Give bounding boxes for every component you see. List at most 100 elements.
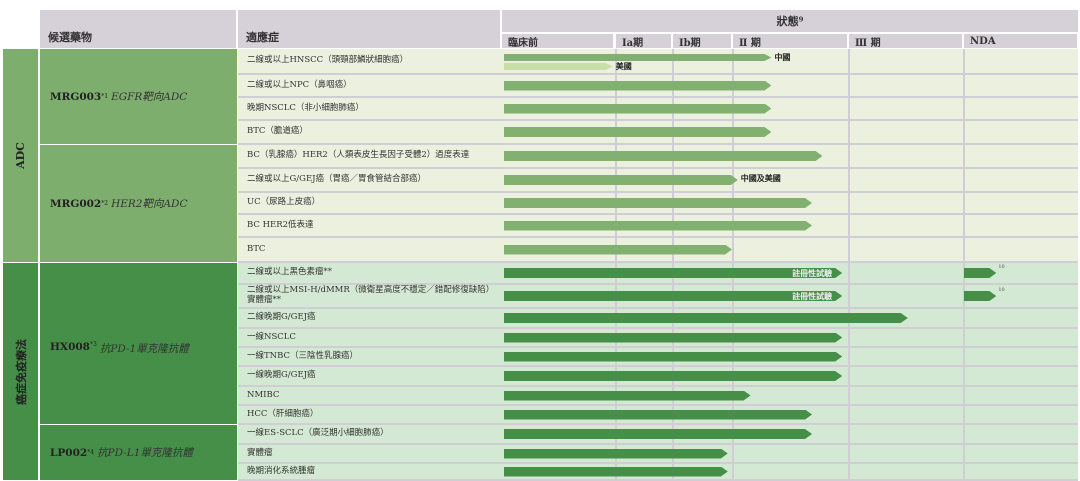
progress-bar	[504, 391, 751, 401]
progress-bar	[504, 449, 728, 459]
drug-note: *1	[101, 93, 109, 100]
indication-label: BC HER2低表達	[238, 215, 502, 238]
drug-code: MRG002	[50, 197, 102, 210]
drug-cell-lp002: LP002 *4 抗PD-L1單克隆抗體	[40, 425, 237, 480]
indication-label: 二線晚期G/GEJ癌	[238, 309, 502, 329]
stage-cell	[848, 348, 963, 367]
stage-cell	[848, 98, 963, 121]
stage-cell	[848, 215, 963, 238]
indication-label: BTC	[238, 238, 502, 263]
registrational-trial-label: 註冊性試驗	[792, 268, 833, 278]
drug-cell-mrg003: MRG003 *1 EGFR靶向ADC	[40, 49, 237, 144]
drug-code: LP002	[50, 446, 88, 459]
stage-cell	[848, 121, 963, 145]
indication-label: NMIBC	[238, 387, 502, 406]
progress-bar	[504, 221, 812, 231]
stage-cell	[848, 263, 963, 285]
category-label: ADC	[14, 142, 27, 169]
progress-bar	[504, 151, 822, 161]
stage-cell	[963, 445, 1078, 464]
stage-cell	[848, 193, 963, 215]
stage-cell	[848, 329, 963, 348]
footnote-marker: 10	[998, 264, 1005, 270]
drug-note: *4	[87, 449, 95, 456]
progress-bar	[504, 127, 771, 137]
stage-cell	[502, 49, 615, 75]
drug-cell-hx008: HX008 *3 抗PD-1單克隆抗體	[40, 263, 237, 424]
header-status: 狀態⁹	[502, 10, 1078, 32]
drug-description: 抗PD-1單克隆抗體	[99, 343, 189, 355]
progress-bar	[504, 54, 771, 61]
bar-region-label: 中國	[774, 52, 791, 62]
indication-label: 一線ES-SCLC（廣泛期小細胞肺癌）	[238, 425, 502, 445]
progress-bar	[504, 410, 812, 420]
indication-label: 二線或以上黑色素瘤**	[238, 263, 502, 285]
progress-bar: 註冊性試驗	[504, 268, 842, 278]
indication-label: 二線或以上HNSCC（頭頸部鱗狀細胞癌）	[238, 49, 502, 75]
progress-bar	[504, 175, 738, 185]
stage-cell	[963, 464, 1078, 481]
stage-cell	[848, 75, 963, 98]
header-stage: 臨床前	[502, 34, 613, 49]
category-immuno: 癌症免疫療法	[3, 263, 38, 480]
indication-label: 二線或以上NPC（鼻咽癌）	[238, 75, 502, 98]
drug-cell-mrg002: MRG002 *2 HER2靶向ADC	[40, 145, 237, 262]
indication-label: BTC（膽道癌）	[238, 121, 502, 145]
stage-cell	[848, 285, 963, 309]
stage-cell	[963, 49, 1078, 75]
drug-note: *3	[90, 341, 97, 348]
indication-label: 一線NSCLC	[238, 329, 502, 348]
stage-cell	[732, 238, 848, 263]
drug-code: HX008	[50, 341, 90, 353]
bar-region-label: 中國及美國	[740, 173, 781, 183]
progress-bar	[504, 245, 732, 255]
stage-cell	[848, 406, 963, 425]
stage-cell	[848, 367, 963, 387]
stage-cell	[963, 98, 1078, 121]
stage-cell	[963, 425, 1078, 445]
drug-note: *2	[101, 200, 109, 207]
progress-bar	[964, 268, 996, 278]
bar-region-label: 美國	[615, 61, 632, 71]
stage-cell	[963, 121, 1078, 145]
drug-description: HER2靶向ADC	[111, 198, 188, 210]
progress-bar	[504, 333, 842, 343]
stage-cell	[963, 238, 1078, 263]
stage-cell	[848, 238, 963, 263]
stage-cell	[848, 49, 963, 75]
stage-cell	[963, 193, 1078, 215]
stage-cell	[848, 387, 963, 406]
header-stage: Ⅲ 期	[849, 34, 962, 49]
stage-cell	[963, 387, 1078, 406]
indication-label: 二線或以上MSI-H/dMMR（微衛星高度不穩定／錯配修復缺陷）實體瘤**	[238, 285, 502, 309]
stage-cell	[615, 49, 672, 75]
progress-bar	[504, 467, 728, 477]
stage-cell	[963, 348, 1078, 367]
progress-bar	[504, 371, 842, 381]
stage-cell	[848, 425, 963, 445]
header-stage: NDA	[964, 34, 1077, 48]
progress-bar	[504, 198, 812, 208]
stage-cell	[963, 367, 1078, 387]
drug-code: MRG003	[50, 90, 102, 103]
stage-cell	[963, 406, 1078, 425]
header-stage: Ⅰa期	[616, 34, 671, 49]
stage-cell	[848, 445, 963, 464]
stage-cell	[963, 145, 1078, 169]
stage-cell	[732, 464, 848, 481]
indication-label: 晚期消化系統腫瘤	[238, 464, 502, 481]
header-stage: Ⅱ 期	[733, 34, 847, 49]
indication-label: 一線TNBC（三陰性乳腺癌）	[238, 348, 502, 367]
header-stage: Ⅰb期	[673, 34, 731, 49]
stage-cell	[848, 145, 963, 169]
indication-label: BC（乳腺癌）HER2（人類表皮生長因子受體2）過度表達	[238, 145, 502, 169]
progress-bar	[504, 104, 771, 114]
stage-cell	[963, 329, 1078, 348]
stage-cell	[963, 75, 1078, 98]
drug-description: EGFR靶向ADC	[111, 91, 188, 103]
indication-label: 實體瘤	[238, 445, 502, 464]
stage-cell	[848, 464, 963, 481]
progress-bar	[504, 352, 842, 362]
header-drug: 候選藥物	[40, 10, 236, 48]
indication-label: HCC（肝細胞癌）	[238, 406, 502, 425]
